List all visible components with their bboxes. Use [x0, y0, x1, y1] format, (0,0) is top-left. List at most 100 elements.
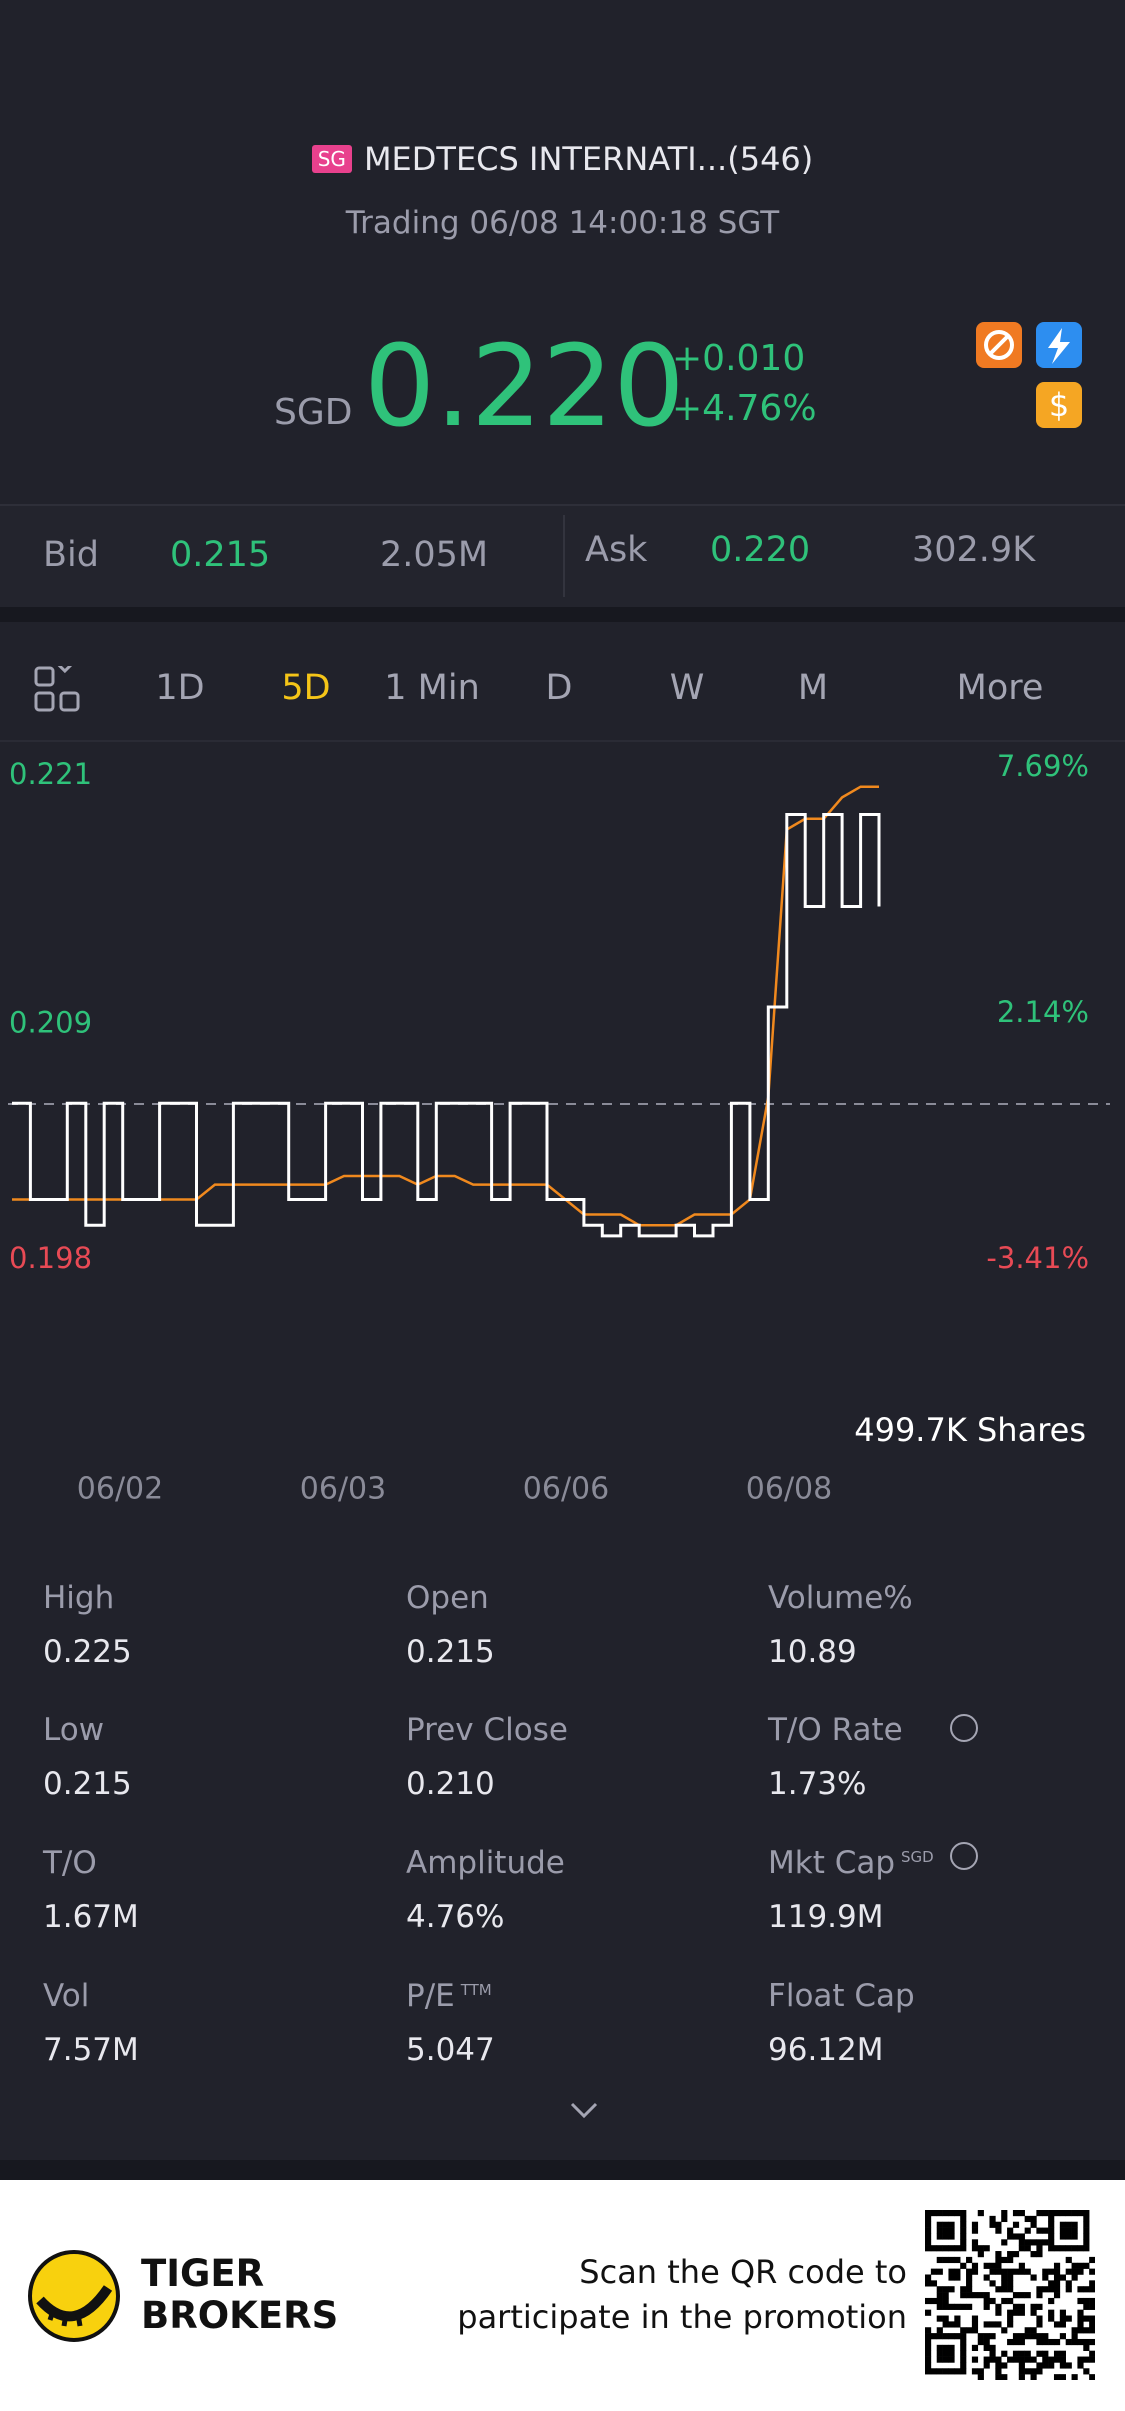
qr-cell — [942, 2344, 949, 2351]
qr-cell — [1048, 2315, 1055, 2322]
qr-cell — [1012, 2292, 1020, 2299]
qr-cell — [936, 2303, 943, 2310]
qr-cell — [1024, 2292, 1031, 2299]
qr-cell — [1012, 2333, 1020, 2340]
qr-cell — [1059, 2227, 1066, 2234]
qr-cell — [1089, 2303, 1095, 2310]
stat-label: Low — [43, 1712, 104, 1748]
qr-cell — [995, 2303, 1002, 2310]
qr-cell — [995, 2251, 1002, 2258]
qr-cell — [925, 2210, 932, 2217]
currency: SGD — [274, 392, 353, 433]
qr-cell — [942, 2286, 949, 2293]
qr-cell — [930, 2268, 938, 2275]
qr-cell — [1024, 2356, 1031, 2363]
qr-cell — [1007, 2315, 1014, 2322]
info-icon[interactable] — [950, 1842, 978, 1870]
qr-cell — [954, 2321, 961, 2328]
qr-cell — [1001, 2280, 1008, 2287]
qr-cell — [1030, 2368, 1037, 2375]
qr-cell — [1024, 2268, 1031, 2275]
qr-cell — [995, 2309, 1002, 2316]
stat-label-text: High — [43, 1580, 115, 1616]
stat-label: Prev Close — [406, 1712, 568, 1748]
brand-line-2: BROKERS — [141, 2294, 339, 2337]
qr-cell — [995, 2368, 1002, 2375]
stat-label: P/E TTM — [406, 1978, 492, 2014]
tab[interactable]: More — [956, 668, 1044, 708]
qr-cell — [1036, 2227, 1043, 2234]
qr-cell — [960, 2350, 967, 2357]
qr-cell — [1024, 2368, 1031, 2375]
qr-cell — [1042, 2268, 1049, 2275]
tab[interactable]: M — [797, 668, 829, 708]
qr-cell — [983, 2274, 990, 2281]
stat-label-text: Vol — [43, 1978, 90, 2014]
qr-cell — [1053, 2292, 1061, 2299]
qr-cell — [977, 2338, 984, 2346]
qr-cell — [1042, 2239, 1049, 2246]
qr-cell — [971, 2327, 979, 2334]
qr-cell — [948, 2286, 955, 2293]
tab[interactable]: D — [545, 668, 573, 708]
qr-cell — [995, 2268, 1002, 2275]
tab[interactable]: 1 Min — [384, 668, 480, 708]
qr-cell — [1018, 2356, 1025, 2363]
qr-cell — [1018, 2368, 1025, 2375]
qr-cell — [971, 2292, 979, 2299]
qr-cell — [1065, 2268, 1072, 2275]
tab[interactable]: 1D — [155, 668, 205, 708]
qr-cell — [971, 2356, 979, 2363]
qr-cell — [1077, 2262, 1084, 2269]
qr-cell — [936, 2256, 943, 2264]
qr-cell — [942, 2321, 949, 2328]
qr-cell — [977, 2333, 984, 2340]
tab[interactable]: W — [669, 668, 705, 708]
qr-cell — [936, 2245, 943, 2252]
tab[interactable]: 5D — [281, 668, 331, 708]
qr-cell — [942, 2233, 949, 2240]
qr-cell — [954, 2245, 961, 2252]
qr-cell — [1065, 2286, 1072, 2293]
qr-cell — [966, 2274, 973, 2281]
qr-cell — [1001, 2362, 1008, 2369]
stat-value: 4.76% — [406, 1899, 505, 1935]
qr-cell — [983, 2333, 990, 2340]
qr-cell — [1053, 2262, 1061, 2269]
stat-label-superscript: TTM — [460, 1980, 492, 1999]
qr-cell — [995, 2321, 1002, 2328]
stat-value: 0.225 — [43, 1634, 132, 1670]
qr-cell — [948, 2303, 955, 2310]
qr-cell — [1083, 2327, 1090, 2334]
qr-cell — [1083, 2286, 1090, 2293]
qr-cell — [954, 2256, 961, 2264]
qr-cell — [925, 2309, 932, 2316]
stat-label: Mkt Cap SGD — [768, 1845, 934, 1881]
qr-cell — [1048, 2221, 1055, 2228]
qr-cell — [948, 2256, 955, 2264]
qr-cell — [960, 2327, 967, 2334]
qr-cell — [995, 2221, 1002, 2228]
qr-cell — [960, 2338, 967, 2346]
qr-cell — [1001, 2256, 1008, 2264]
stat-label-text: T/O — [43, 1845, 97, 1881]
qr-cell — [942, 2210, 949, 2217]
qr-cell — [1007, 2280, 1014, 2287]
qr-cell — [960, 2227, 967, 2234]
qr-cell — [983, 2356, 990, 2363]
qr-cell — [948, 2344, 955, 2351]
info-icon[interactable] — [950, 1714, 978, 1742]
bid-ask-row — [0, 504, 1125, 609]
qr-cell — [1083, 2221, 1090, 2228]
qr-cell — [1089, 2256, 1095, 2264]
qr-cell — [1059, 2374, 1066, 2380]
expand-chevron[interactable] — [568, 2100, 600, 2122]
qr-cell — [1065, 2233, 1072, 2240]
qr-cell — [925, 2350, 932, 2357]
grid-icon[interactable] — [34, 666, 80, 712]
qr-cell — [1048, 2286, 1055, 2293]
qr-cell — [1077, 2338, 1084, 2346]
qr-cell — [1012, 2268, 1020, 2275]
qr-cell — [971, 2227, 979, 2234]
qr-cell — [1077, 2268, 1084, 2275]
